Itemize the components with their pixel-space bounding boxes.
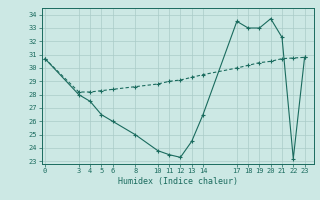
X-axis label: Humidex (Indice chaleur): Humidex (Indice chaleur) — [118, 177, 237, 186]
